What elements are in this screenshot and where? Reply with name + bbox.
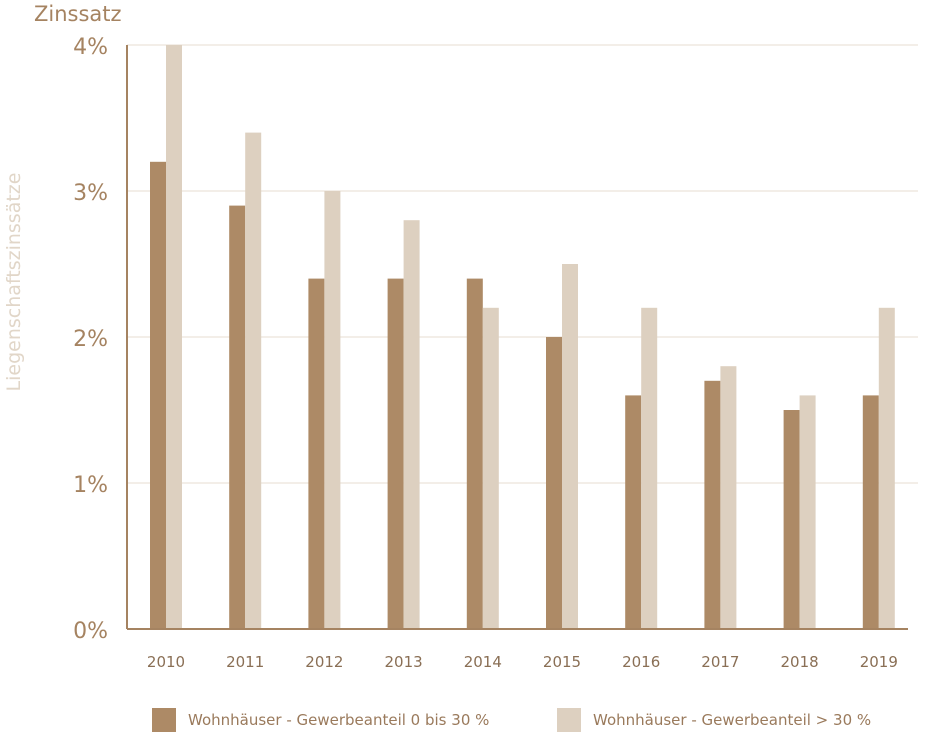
x-tick-label: 2019 [860,653,898,671]
x-tick-label: 2016 [622,653,660,671]
bar-1-2019 [862,395,879,629]
legend-swatch-series-1 [152,708,176,732]
x-tick-label: 2012 [305,653,343,671]
x-tick-label: 2013 [385,653,423,671]
legend-swatch-series-2 [557,708,581,732]
y-tick-label: 0% [73,619,108,644]
bar-2-2013 [403,220,420,629]
bar-1-2016 [625,395,642,629]
y-tick-label: 3% [73,181,108,206]
legend-item-series-2: Wohnhäuser - Gewerbeanteil > 30 % [557,708,871,732]
bar-1-2013 [387,278,404,629]
x-tick-label: 2017 [701,653,739,671]
bar-chart: 0% 1% 2% 3% 4% 2010 2011 2012 2013 2014 2015 2016 20… [73,35,918,671]
bar-2-2014 [482,307,499,629]
bar-1-2010 [150,161,166,630]
y-tick-label: 4% [73,35,108,60]
bar-2-2016 [641,307,658,629]
bar-2-2012 [324,191,341,629]
x-tick-label: 2015 [543,653,581,671]
legend-label-series-1: Wohnhäuser - Gewerbeanteil 0 bis 30 % [188,711,490,729]
x-tick-label: 2010 [147,653,185,671]
bar-1-2012 [308,278,325,629]
legend-item-series-1: Wohnhäuser - Gewerbeanteil 0 bis 30 % [152,708,489,732]
chart-title: Zinssatz [34,2,122,26]
bar-2-2010 [166,45,182,629]
bar-1-2014 [466,278,483,629]
legend: Wohnhäuser - Gewerbeanteil 0 bis 30 % Wo… [0,708,928,736]
bar-2-2019 [878,307,895,629]
bar-2-2017 [720,366,737,629]
x-tick-label: 2014 [464,653,502,671]
y-tick-label: 2% [73,327,108,352]
bar-2-2018 [799,395,816,629]
x-tick-label: 2011 [226,653,264,671]
legend-label-series-2: Wohnhäuser - Gewerbeanteil > 30 % [593,711,872,729]
bar-1-2015 [546,337,562,629]
bar-1-2018 [783,410,800,629]
bar-1-2011 [229,205,246,629]
bar-2-2015 [562,264,578,629]
bar-1-2017 [704,380,721,629]
bar-2-2011 [245,132,262,629]
y-tick-label: 1% [73,473,108,498]
x-tick-label: 2018 [781,653,819,671]
